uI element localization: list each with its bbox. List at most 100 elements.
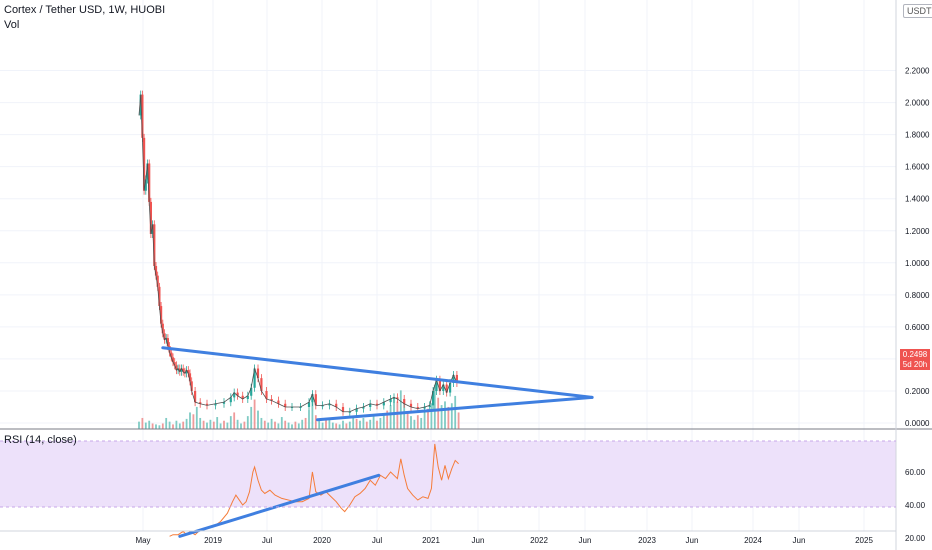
price-candle xyxy=(236,392,239,396)
price-candle xyxy=(253,368,256,388)
price-candle xyxy=(256,368,260,379)
volume-bar xyxy=(406,412,409,429)
volume-bar xyxy=(379,417,382,429)
price-candle xyxy=(321,405,324,407)
volume-bar xyxy=(437,397,440,429)
volume-bar xyxy=(144,422,147,429)
volume-bar xyxy=(158,425,161,429)
price-candle xyxy=(452,374,455,383)
volume-bar xyxy=(348,421,351,429)
volume-bar xyxy=(454,395,457,429)
volume-bar xyxy=(345,423,348,429)
volume-bar xyxy=(338,424,341,429)
price-candle xyxy=(335,403,338,407)
volume-bar xyxy=(430,403,433,429)
volume-bar xyxy=(263,420,266,429)
price-candle xyxy=(403,398,406,404)
price-candle xyxy=(314,394,317,406)
price-candle xyxy=(416,406,419,409)
price-candle xyxy=(299,406,302,408)
price-candle xyxy=(348,411,351,413)
volume-bar xyxy=(362,417,365,429)
price-tick-label: 0.6000 xyxy=(905,323,930,332)
price-tick-label: 0.8000 xyxy=(905,291,930,300)
volume-bar xyxy=(270,418,273,429)
volume-bar xyxy=(413,419,416,429)
price-candle xyxy=(205,403,209,406)
price-candle xyxy=(392,397,396,399)
volume-bar xyxy=(226,422,229,429)
volume-legend-label[interactable]: Vol xyxy=(4,19,20,31)
price-candle xyxy=(163,333,166,340)
chart-title[interactable]: Cortex / Tether USD, 1W, HUOBI xyxy=(4,4,166,16)
volume-bar xyxy=(284,420,287,429)
price-candle xyxy=(442,384,445,391)
volume-bar xyxy=(399,390,402,429)
volume-bar xyxy=(195,406,198,429)
currency-label[interactable]: USDT xyxy=(903,4,932,18)
price-candle xyxy=(158,286,161,307)
time-tick-label: 2023 xyxy=(638,536,656,545)
volume-bar xyxy=(141,417,144,429)
volume-bar xyxy=(243,421,246,429)
price-candle xyxy=(375,403,379,406)
price-candle xyxy=(173,362,176,366)
volume-bar xyxy=(236,419,239,429)
price-candle xyxy=(355,408,358,412)
volume-bar xyxy=(335,423,338,429)
price-tick-label: 1.2000 xyxy=(905,227,930,236)
volume-bar xyxy=(369,419,372,429)
price-candle xyxy=(144,179,147,191)
price-candle xyxy=(307,402,311,407)
price-candle xyxy=(153,224,156,267)
price-candle xyxy=(250,387,253,396)
price-candle xyxy=(229,397,232,403)
rsi-legend-label[interactable]: RSI (14, close) xyxy=(4,434,77,446)
price-candle xyxy=(143,137,146,191)
price-axis-labels[interactable]: 0.00000.20000.40000.60000.80001.00001.20… xyxy=(905,67,930,428)
volume-bar xyxy=(352,416,355,429)
volume-bar xyxy=(287,422,290,429)
volume-bar xyxy=(274,421,276,429)
trendlines[interactable] xyxy=(161,346,594,538)
price-candle xyxy=(409,403,413,407)
volume-bar xyxy=(311,394,314,429)
price-candle xyxy=(194,390,197,403)
volume-bar xyxy=(240,423,242,429)
trendline xyxy=(316,395,594,422)
price-candle xyxy=(148,163,151,202)
time-axis-labels[interactable]: May 2019 Jul 2020 Jul 2021 Jun 2022 Jun 2023 Jun 20… xyxy=(135,536,873,545)
volume-bar xyxy=(253,399,256,429)
volume-bar xyxy=(212,421,215,429)
price-candle xyxy=(170,352,173,358)
price-candle xyxy=(455,374,458,383)
price-candle xyxy=(270,398,273,401)
price-candle xyxy=(182,368,185,372)
volume-bar xyxy=(192,414,195,429)
volume-bar xyxy=(457,412,460,429)
price-candle xyxy=(190,381,193,391)
volume-bar xyxy=(216,417,219,429)
price-candle xyxy=(188,373,192,382)
price-candle xyxy=(187,370,190,374)
volume-bar xyxy=(223,420,225,429)
volume-bar xyxy=(365,421,368,429)
volume-bar xyxy=(297,423,300,429)
price-candle xyxy=(214,403,217,406)
price-candle xyxy=(180,368,183,372)
volume-bar xyxy=(151,423,154,429)
volume-bar xyxy=(229,416,232,429)
rsi-line xyxy=(169,443,459,537)
time-tick-label: 2022 xyxy=(530,536,548,545)
price-candle xyxy=(154,266,158,276)
price-candle xyxy=(341,406,345,412)
volume-bar xyxy=(175,420,178,429)
volume-bar xyxy=(138,421,140,429)
volume-bar xyxy=(178,423,181,429)
volume-bar xyxy=(168,421,171,429)
price-candle xyxy=(160,306,163,324)
rsi-tick-label: 40.00 xyxy=(905,501,926,510)
price-candle xyxy=(435,379,438,391)
time-tick-label: 2024 xyxy=(744,536,762,545)
